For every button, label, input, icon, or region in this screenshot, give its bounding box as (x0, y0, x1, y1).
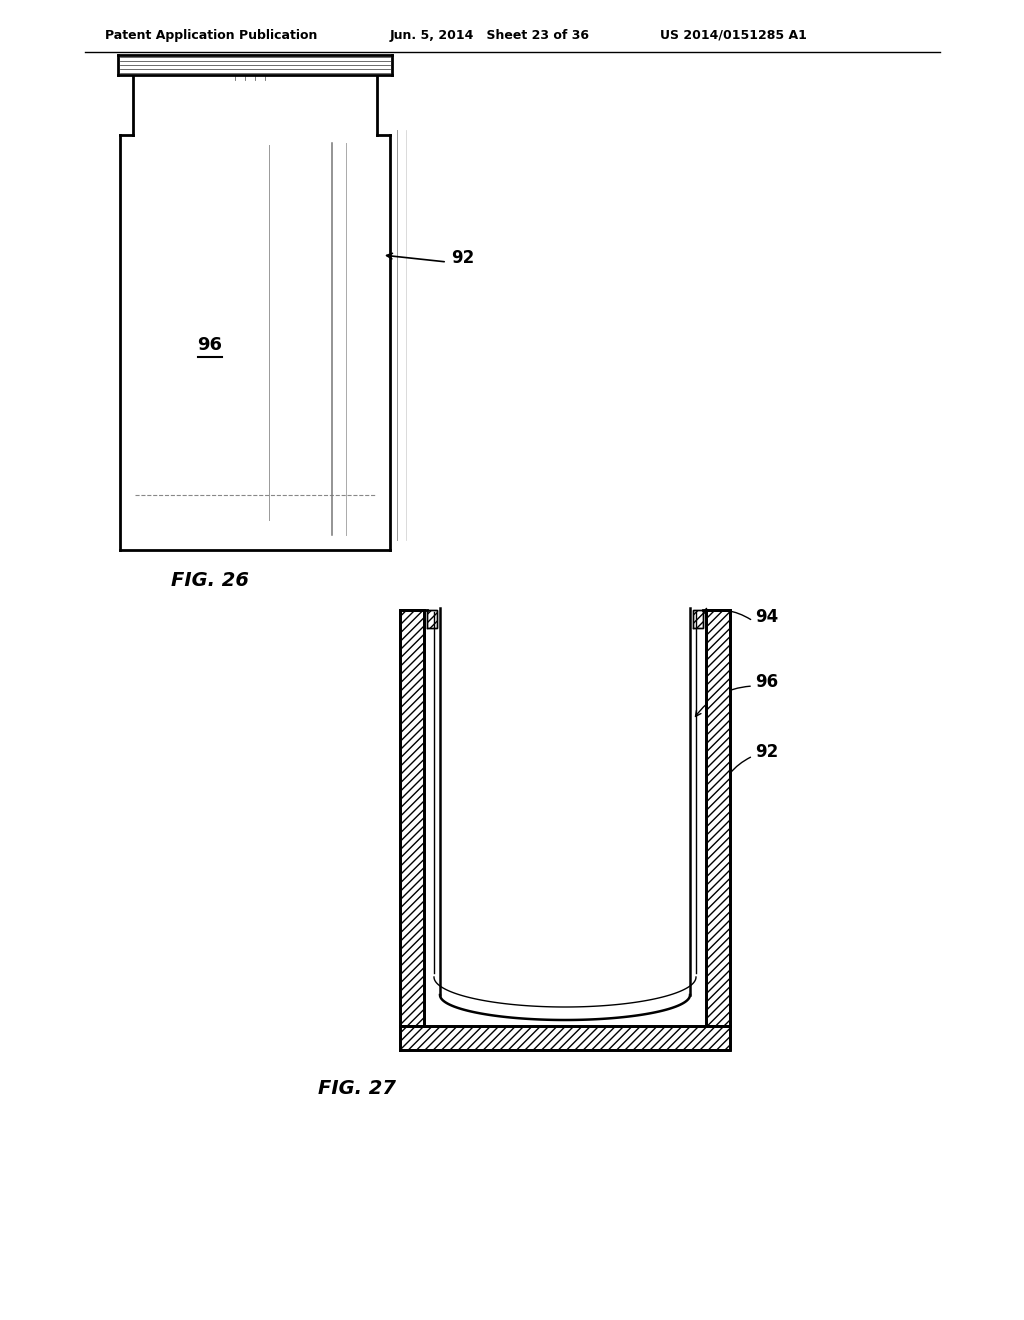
Bar (706, 610, 730, 1026)
Text: Jun. 5, 2014   Sheet 23 of 36: Jun. 5, 2014 Sheet 23 of 36 (390, 29, 590, 41)
Text: 94: 94 (755, 609, 778, 626)
Bar (427, 610, 437, 628)
Text: 96: 96 (755, 673, 778, 690)
Bar (693, 610, 703, 628)
Bar (118, 55, 392, 75)
Text: FIG. 26: FIG. 26 (171, 570, 249, 590)
Bar (400, 610, 424, 1026)
Text: 92: 92 (451, 249, 474, 267)
Text: Patent Application Publication: Patent Application Publication (105, 29, 317, 41)
Bar (400, 1026, 730, 1049)
Text: US 2014/0151285 A1: US 2014/0151285 A1 (660, 29, 807, 41)
Text: FIG. 27: FIG. 27 (318, 1078, 396, 1097)
Text: 92: 92 (755, 743, 778, 762)
Text: 96: 96 (198, 337, 222, 354)
